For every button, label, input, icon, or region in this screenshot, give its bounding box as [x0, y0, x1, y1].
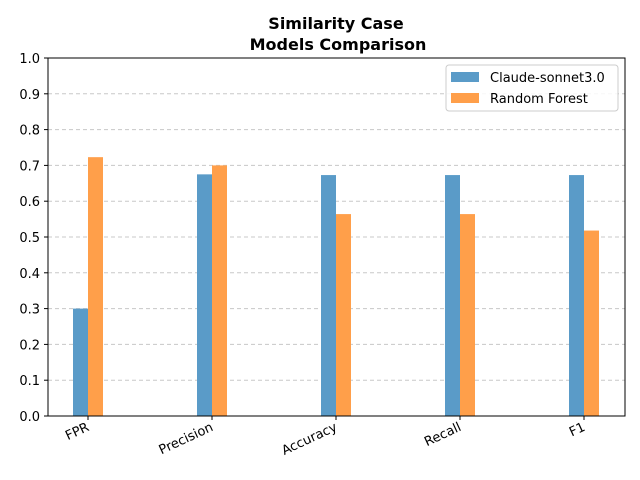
- bar-claude-f1: [569, 175, 584, 416]
- x-tick-label-recall: Recall: [422, 420, 464, 450]
- bar-claude-precision: [197, 174, 212, 416]
- bar-random-forest-recall: [460, 214, 475, 416]
- bar-random-forest-fpr: [88, 157, 103, 416]
- bar-claude-fpr: [73, 308, 88, 416]
- legend-swatch-claude: [451, 72, 479, 82]
- x-axis: FPR Precision Accuracy Recall F1: [63, 416, 588, 459]
- y-tick-label: 0.8: [19, 124, 40, 139]
- y-tick-label: 0.7: [19, 159, 40, 174]
- legend-label-claude: Claude-sonnet3.0: [490, 71, 605, 86]
- y-tick-label: 0.3: [19, 303, 40, 318]
- y-axis: 0.0 0.1 0.2 0.3 0.4 0.5 0.6 0.7 0.8 0.9 1.0: [19, 52, 48, 425]
- bar-random-forest-f1: [584, 230, 599, 416]
- bar-random-forest-precision: [212, 165, 227, 416]
- legend-label-random-forest: Random Forest: [490, 92, 588, 107]
- y-tick-label: 0.9: [19, 88, 40, 103]
- y-tick-label: 0.6: [19, 195, 40, 210]
- legend-box: [445, 64, 619, 112]
- y-tick-label: 0.4: [19, 267, 40, 282]
- bars: [73, 157, 599, 416]
- y-tick-label: 1.0: [19, 52, 40, 67]
- x-tick-label-accuracy: Accuracy: [280, 420, 340, 459]
- x-tick-label-fpr: FPR: [63, 420, 91, 444]
- bar-claude-recall: [445, 175, 460, 416]
- x-tick-label-precision: Precision: [157, 420, 216, 458]
- legend-swatch-random-forest: [451, 93, 479, 103]
- y-tick-label: 0.5: [19, 231, 40, 246]
- bar-random-forest-accuracy: [336, 214, 351, 416]
- bar-claude-accuracy: [321, 175, 336, 416]
- y-tick-label: 0.1: [19, 374, 40, 389]
- y-tick-label: 0.0: [19, 410, 40, 425]
- x-tick-label-f1: F1: [567, 420, 588, 440]
- legend: Claude-sonnet3.0 Random Forest: [445, 64, 619, 112]
- chart-title-line2: Models Comparison: [250, 35, 427, 54]
- y-tick-label: 0.2: [19, 338, 40, 353]
- chart-title-line1: Similarity Case: [268, 14, 404, 33]
